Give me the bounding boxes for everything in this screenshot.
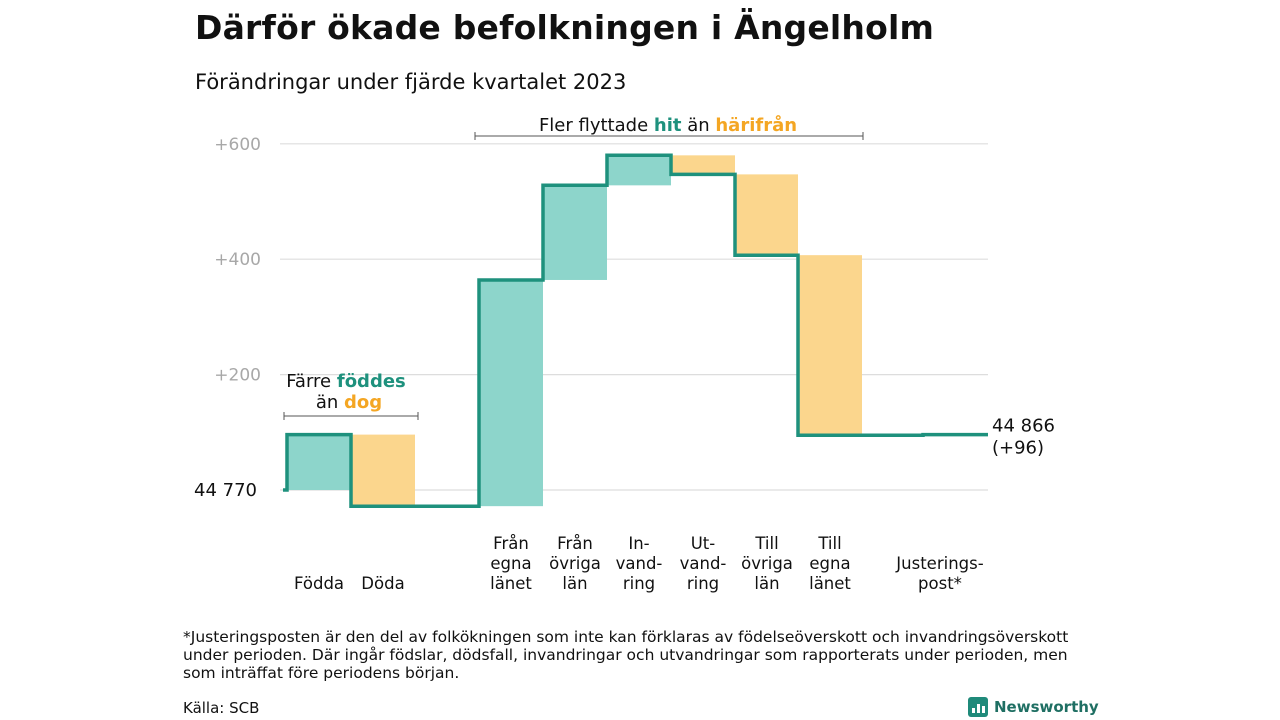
category-labels: Födda DödaFrånegnalänetFrånövrigalänIn-va… xyxy=(294,534,984,593)
newsworthy-logo: Newsworthy xyxy=(968,697,1099,717)
category-label: länet xyxy=(490,574,532,593)
category-label: ring xyxy=(687,574,719,593)
annotation-text: Fler flyttade xyxy=(539,115,654,136)
bar xyxy=(543,185,607,280)
bar-chart-icon xyxy=(968,697,988,717)
category-label: egna xyxy=(809,554,850,573)
end-value-label: (+96) xyxy=(992,438,1044,459)
bar xyxy=(735,174,798,256)
bar xyxy=(479,279,543,507)
annotation-bracket xyxy=(283,412,419,420)
category-label: länet xyxy=(809,574,851,593)
category-label: Till xyxy=(754,534,778,553)
category-label: Döda xyxy=(361,574,404,593)
bar xyxy=(671,155,735,175)
footnote-line-3: som inträffat före periodens början. xyxy=(183,664,460,682)
category-label: Födda xyxy=(294,574,344,593)
category-label: övriga xyxy=(549,554,601,573)
category-label: vand- xyxy=(616,554,663,573)
category-label: Från xyxy=(493,534,529,553)
annotation-births-line1: Färre föddes xyxy=(286,371,406,392)
annotation-moves: Fler flyttade hit än härifrån xyxy=(539,114,797,136)
category-label: In- xyxy=(628,534,649,553)
bar xyxy=(351,434,415,507)
footnote-line-1: *Justeringsposten är den del av folkökni… xyxy=(183,628,1069,646)
start-value-label: 44 770 xyxy=(194,480,257,501)
step-line-path xyxy=(283,153,988,508)
category-label: övriga xyxy=(741,554,793,573)
chart-subtitle: Förändringar under fjärde kvartalet 2023 xyxy=(195,70,627,94)
annotation-text: än xyxy=(681,115,715,136)
y-tick-label: +600 xyxy=(214,135,261,155)
y-tick-labels: +200 +400 +600 xyxy=(214,135,261,386)
category-label: Från xyxy=(557,534,593,553)
category-label: län xyxy=(754,574,779,593)
annotation-highlight: dog xyxy=(344,392,382,413)
bar xyxy=(287,434,351,490)
category-label: län xyxy=(562,574,587,593)
y-tick-label: +400 xyxy=(214,250,261,270)
logo-text: Newsworthy xyxy=(994,698,1099,716)
end-value-label: 44 866 xyxy=(992,416,1055,437)
annotation-text: än xyxy=(316,392,344,413)
annotation-highlight: föddes xyxy=(337,371,406,392)
annotation-highlight: hit xyxy=(654,115,682,136)
category-label: Till xyxy=(817,534,841,553)
annotation-bracket xyxy=(474,132,864,140)
source-label: Källa: SCB xyxy=(183,699,260,717)
waterfall-chart: +200+400+600 Födda DödaFrånegnalänetFrånö… xyxy=(194,114,1055,593)
category-label: Ut- xyxy=(691,534,716,553)
y-tick-label: +200 xyxy=(214,366,261,386)
bar xyxy=(607,155,671,186)
category-label: vand- xyxy=(680,554,727,573)
annotation-births-line2: än dog xyxy=(316,392,382,413)
category-label: egna xyxy=(490,554,531,573)
category-label: Justerings- xyxy=(895,554,983,573)
category-label: post* xyxy=(918,574,962,593)
annotation-highlight: härifrån xyxy=(715,114,797,136)
chart-title: Därför ökade befolkningen i Ängelholm xyxy=(195,8,935,47)
category-label: ring xyxy=(623,574,655,593)
step-line xyxy=(283,153,988,508)
footnote-line-2: under perioden. Där ingår födslar, dödsf… xyxy=(183,646,1068,664)
bar xyxy=(798,255,862,436)
bars xyxy=(287,155,862,507)
annotation-text: Färre xyxy=(286,371,337,392)
